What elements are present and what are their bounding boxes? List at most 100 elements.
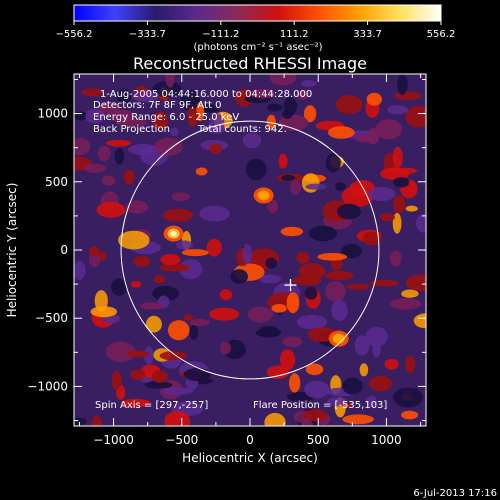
emission-blob <box>125 200 149 214</box>
emission-blob <box>111 278 127 296</box>
x-tick-label: 0 <box>246 433 254 447</box>
colorbar-tick-label: −333.7 <box>129 29 166 40</box>
annotation-energy-range: Energy Range: 6.0 - 25.0 keV <box>93 112 239 123</box>
emission-blob <box>94 290 108 312</box>
emission-blob <box>366 127 380 145</box>
emission-blob <box>303 409 328 422</box>
emission-blob <box>114 148 125 165</box>
emission-blob <box>346 283 370 290</box>
emission-blob <box>369 375 393 392</box>
x-tick-label: −1000 <box>93 433 134 447</box>
emission-blob <box>337 203 361 220</box>
emission-blob <box>305 363 324 376</box>
emission-blob <box>379 213 395 222</box>
emission-blob <box>196 102 205 122</box>
emission-blob <box>81 88 104 97</box>
y-tick-label: −1000 <box>27 379 68 393</box>
emission-blob <box>208 113 225 134</box>
emission-blob <box>123 169 135 185</box>
emission-blob <box>180 90 200 111</box>
emission-blob <box>331 300 348 321</box>
emission-blob <box>171 192 190 202</box>
emission-blob <box>85 108 105 124</box>
emission-blob <box>106 139 131 147</box>
emission-blob <box>74 417 88 426</box>
y-tick-label: 1000 <box>37 107 68 121</box>
emission-blob <box>365 326 388 347</box>
emission-blob <box>293 275 322 286</box>
emission-blob <box>308 225 338 242</box>
x-axis-label: Heliocentric X (arcsec) <box>182 451 318 465</box>
emission-blob <box>264 412 286 426</box>
emission-blob <box>335 95 363 115</box>
chart-title: Reconstructed RHESSI Image <box>133 54 367 73</box>
colorbar-tick-label: 556.2 <box>427 29 456 40</box>
emission-blob <box>389 250 402 267</box>
emission-blob <box>405 105 426 128</box>
emission-blob <box>164 410 191 426</box>
emission-blob <box>359 363 369 377</box>
emission-blob <box>74 260 86 280</box>
emission-blob <box>153 275 166 284</box>
y-tick-label: 0 <box>60 243 68 257</box>
emission-blob <box>120 398 151 408</box>
emission-blob <box>152 81 182 98</box>
emission-blob <box>375 119 403 140</box>
emission-blob <box>415 213 426 233</box>
emission-blob <box>278 153 288 169</box>
emission-blob <box>242 132 262 149</box>
emission-blob <box>267 199 278 214</box>
emission-blob <box>130 369 146 381</box>
emission-blob <box>133 256 151 267</box>
colorbar-ticks: −556.2 −333.7 −111.2 111.2 333.7 556.2 <box>55 21 455 40</box>
emission-blob <box>335 182 346 191</box>
emission-blob <box>296 89 309 100</box>
emission-blob <box>175 240 194 250</box>
emission-blob <box>199 205 230 222</box>
emission-blob <box>189 324 199 340</box>
emission-blob <box>296 251 310 264</box>
emission-blob <box>325 153 341 173</box>
emission-blob <box>179 259 203 280</box>
annotation-flare-position: Flare Position = [-535,103] <box>253 400 387 411</box>
emission-blob <box>235 89 254 107</box>
annotation-detectors: Detectors: 7F 8F 9F, Att 0 <box>93 100 221 111</box>
emission-blob <box>304 380 330 399</box>
x-tick-label: 500 <box>307 433 330 447</box>
emission-blob <box>74 137 91 156</box>
emission-blob <box>301 80 317 87</box>
emission-blob <box>245 158 267 181</box>
footer-date: 6-Jul-2013 17:16 <box>413 488 497 499</box>
emission-blob <box>342 377 363 395</box>
emission-blob <box>380 167 410 181</box>
emission-blob <box>413 313 426 329</box>
colorbar-tick-label: −556.2 <box>55 29 92 40</box>
emission-blob <box>271 303 287 313</box>
emission-blob <box>98 101 120 116</box>
emission-blob <box>195 167 208 176</box>
emission-blob <box>160 254 181 266</box>
emission-blob <box>282 336 303 348</box>
emission-blob <box>152 285 179 302</box>
emission-blob <box>392 212 402 234</box>
emission-blob <box>281 174 296 181</box>
y-axis-label: Heliocentric Y (arcsec) <box>5 183 19 318</box>
emission-blob <box>255 328 282 338</box>
emission-blob <box>405 274 426 292</box>
flare-marker <box>284 279 297 292</box>
source-peak <box>170 231 177 237</box>
emission-blob <box>152 111 168 130</box>
emission-blob <box>327 126 355 139</box>
annotations: 1-Aug-2005 04:44:16.000 to 04:44:28.000 … <box>93 89 387 411</box>
emission-blob <box>392 177 410 188</box>
solar-limb-circle <box>120 120 380 380</box>
emission-blob <box>397 74 408 95</box>
emission-blob <box>167 320 190 341</box>
emission-blob <box>249 88 275 99</box>
emission-blob <box>101 175 116 186</box>
colorbar: −556.2 −333.7 −111.2 111.2 333.7 556.2 (photo… <box>55 4 455 53</box>
annotation-total-counts: Total counts: 942. <box>197 124 287 135</box>
emission-blob <box>126 350 150 358</box>
emission-blob <box>405 205 418 212</box>
emission-blob <box>303 105 317 123</box>
